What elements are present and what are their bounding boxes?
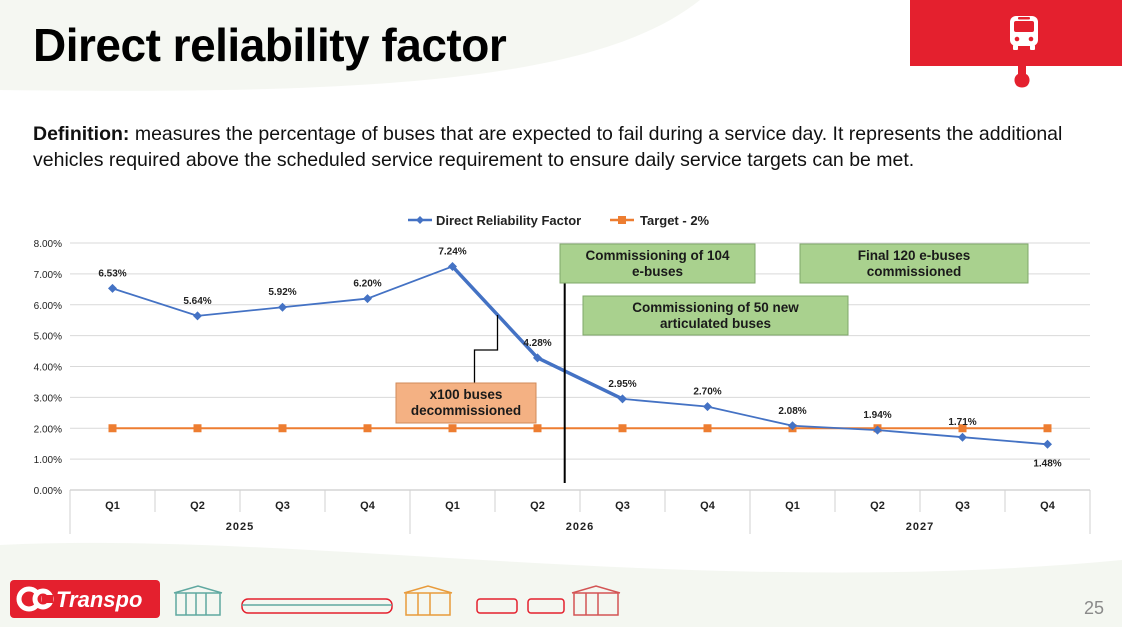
- reliability-point: [703, 402, 712, 412]
- bus-icons: [476, 598, 565, 614]
- reliability-chart: 0.00% 1.00% 2.00% 3.00% 4.00% 5.00% 6.00% 7.00%…: [34, 213, 1091, 534]
- y-tick-label: 3.00%: [34, 393, 62, 404]
- annotation-50-articulated-text: articulated buses: [660, 316, 771, 331]
- station-icon: [173, 585, 223, 616]
- target-point: [363, 424, 372, 433]
- page-title: Direct reliability factor: [33, 19, 507, 71]
- data-label: 5.92%: [268, 287, 296, 298]
- target-point: [108, 424, 117, 433]
- reliability-point: [788, 421, 797, 431]
- x-tick-label: Q2: [530, 500, 545, 512]
- legend-marker-series-2: [618, 216, 626, 224]
- target-point: [1043, 424, 1052, 433]
- transit-illustration-strip: [173, 585, 621, 616]
- reliability-point: [363, 294, 372, 304]
- data-label: 6.20%: [353, 279, 381, 290]
- station-icon: [571, 585, 621, 616]
- definition-text: Definition: measures the percentage of b…: [33, 121, 1103, 173]
- x-group-label: 2026: [566, 521, 594, 533]
- legend-label-series-1: Direct Reliability Factor: [436, 213, 581, 228]
- reliability-point: [873, 425, 882, 435]
- data-label: 2.08%: [778, 406, 806, 417]
- target-point: [193, 424, 202, 433]
- x-tick-label: Q2: [190, 500, 205, 512]
- y-tick-label: 2.00%: [34, 424, 62, 435]
- annotation-120-ebuses: [799, 243, 1029, 284]
- bus-icon: [1010, 16, 1038, 50]
- x-tick-label: Q1: [785, 500, 800, 512]
- station-icon: [403, 585, 453, 616]
- reliability-point: [533, 353, 542, 363]
- target-point: [618, 424, 627, 433]
- x-tick-label: Q3: [275, 500, 290, 512]
- reliability-point: [1043, 439, 1052, 449]
- y-tick-label: 5.00%: [34, 332, 62, 343]
- x-tick-label: Q2: [870, 500, 885, 512]
- legend-label-series-2: Target - 2%: [640, 213, 710, 228]
- brand-drip-shape: [1014, 60, 1030, 88]
- x-group-label: 2025: [226, 521, 254, 533]
- x-tick-label: Q1: [445, 500, 460, 512]
- annotation-120-ebuses-text: commissioned: [867, 264, 962, 279]
- oc-transpo-logo: Transpo: [10, 580, 160, 618]
- y-tick-label: 4.00%: [34, 363, 62, 374]
- annotation-100-decommissioned-text: x100 buses: [430, 387, 503, 402]
- y-tick-label: 7.00%: [34, 270, 62, 281]
- data-label: 1.71%: [948, 417, 976, 428]
- data-label: 5.64%: [183, 296, 211, 307]
- reliability-point: [193, 311, 202, 321]
- x-tick-label: Q1: [105, 500, 120, 512]
- y-tick-label: 8.00%: [34, 239, 62, 250]
- reliability-point: [958, 432, 967, 442]
- page-number: 25: [1083, 598, 1104, 618]
- target-point: [448, 424, 457, 433]
- x-tick-label: Q4: [700, 500, 716, 512]
- annotation-120-ebuses-text: Final 120 e-buses: [858, 248, 971, 263]
- x-group-label: 2027: [906, 521, 934, 533]
- data-label: 1.94%: [863, 410, 891, 421]
- train-icon: [241, 598, 393, 614]
- data-label: 7.24%: [438, 246, 466, 257]
- data-label: 2.95%: [608, 379, 636, 390]
- data-label: 4.28%: [523, 338, 551, 349]
- reliability-point: [278, 302, 287, 312]
- annotation-100-decommissioned: [395, 382, 537, 424]
- data-label: 2.70%: [693, 387, 721, 398]
- annotation-104-ebuses-text: Commissioning of 104: [585, 248, 730, 263]
- reliability-point: [108, 283, 117, 293]
- annotation-50-articulated-text: Commissioning of 50 new: [632, 300, 799, 315]
- annotation-50-articulated: [582, 295, 849, 336]
- logo-text: Transpo: [56, 587, 142, 612]
- x-tick-label: Q4: [1040, 500, 1056, 512]
- annotation-100-decommissioned-text: decommissioned: [411, 403, 521, 418]
- target-point: [533, 424, 542, 433]
- series-line-reliability: [112, 265, 1048, 446]
- annotation-connector: [473, 315, 499, 403]
- annotation-104-ebuses-text: e-buses: [632, 264, 683, 279]
- annotation-104-ebuses: [559, 243, 756, 284]
- y-tick-label: 1.00%: [34, 455, 62, 466]
- y-tick-label: 6.00%: [34, 301, 62, 312]
- x-tick-label: Q3: [615, 500, 630, 512]
- reliability-point: [618, 394, 627, 404]
- reliability-point: [448, 261, 457, 271]
- x-tick-label: Q4: [360, 500, 376, 512]
- definition-body: measures the percentage of buses that ar…: [33, 123, 1063, 171]
- data-label: 1.48%: [1033, 458, 1061, 469]
- definition-label: Definition:: [33, 123, 130, 145]
- x-tick-label: Q3: [955, 500, 970, 512]
- target-point: [278, 424, 287, 433]
- legend-marker-series-1: [416, 216, 424, 224]
- target-point: [958, 424, 967, 433]
- target-point: [703, 424, 712, 433]
- y-tick-label: 0.00%: [34, 486, 62, 497]
- data-label: 6.53%: [98, 268, 126, 279]
